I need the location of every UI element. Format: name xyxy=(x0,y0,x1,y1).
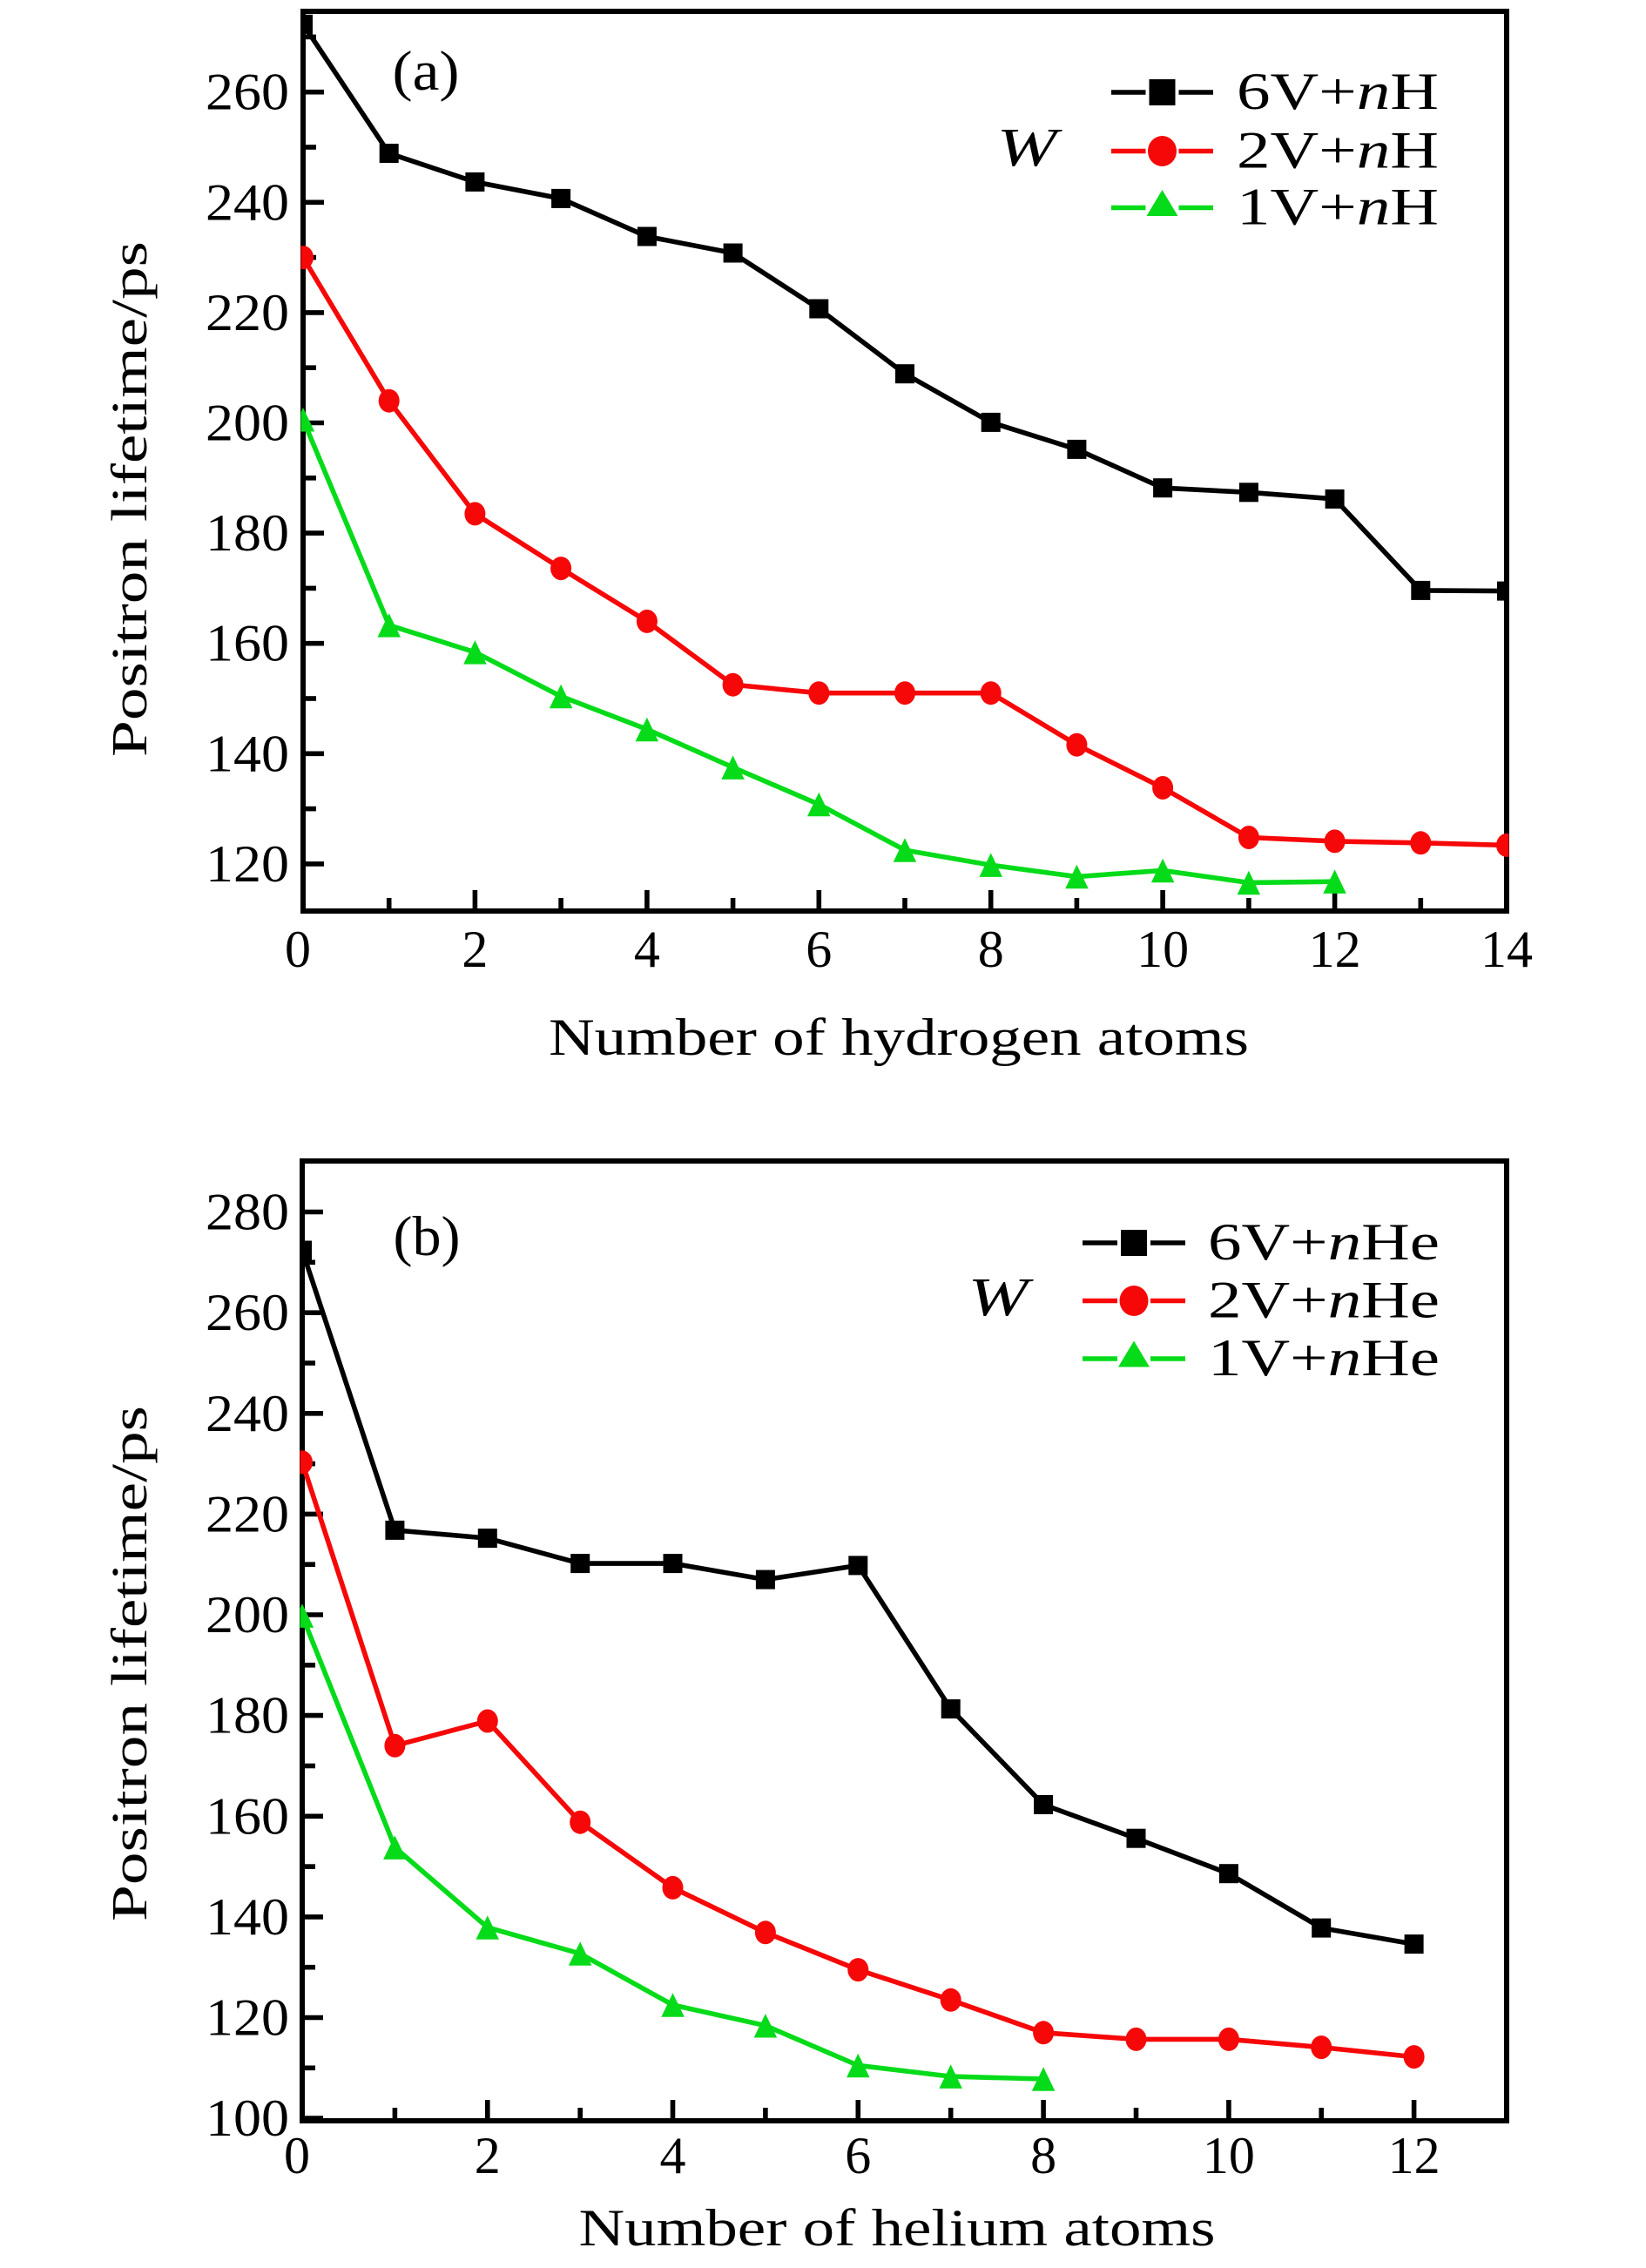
svg-text:6V+nH: 6V+ n H xyxy=(1237,63,1439,120)
svg-text:140: 140 xyxy=(206,725,289,782)
svg-text:8: 8 xyxy=(1030,2127,1056,2184)
svg-text:180: 180 xyxy=(206,1687,289,1745)
svg-text:8: 8 xyxy=(978,921,1004,978)
svg-text:240: 240 xyxy=(206,1385,289,1442)
svg-text:6: 6 xyxy=(806,921,832,978)
svg-text:(b): (b) xyxy=(394,1205,461,1268)
svg-text:200: 200 xyxy=(206,1586,289,1644)
svg-text:100: 100 xyxy=(206,2089,289,2147)
svg-text:2: 2 xyxy=(462,921,488,978)
svg-text:120: 120 xyxy=(206,835,289,893)
svg-text:0: 0 xyxy=(285,921,311,978)
svg-text:6: 6 xyxy=(845,2127,871,2184)
svg-text:Number of hydrogen atoms: Number of hydrogen atoms xyxy=(549,1009,1249,1066)
svg-text:0: 0 xyxy=(284,2127,310,2184)
svg-text:4: 4 xyxy=(634,921,660,978)
svg-text:1V+nH: 1V+ n H xyxy=(1237,179,1439,236)
svg-text:4: 4 xyxy=(660,2127,686,2184)
svg-text:14: 14 xyxy=(1481,921,1533,978)
svg-text:180: 180 xyxy=(206,504,289,562)
svg-text:140: 140 xyxy=(206,1888,289,1946)
svg-text:160: 160 xyxy=(206,615,289,672)
svg-text:240: 240 xyxy=(206,173,289,231)
svg-text:6V+nHe: 6V+ n He xyxy=(1208,1213,1440,1271)
svg-text:200: 200 xyxy=(206,395,289,452)
svg-text:10: 10 xyxy=(1203,2127,1255,2184)
svg-text:12: 12 xyxy=(1309,921,1361,978)
svg-text:220: 220 xyxy=(206,1485,289,1542)
svg-text:160: 160 xyxy=(206,1787,289,1845)
svg-text:W: W xyxy=(968,1268,1035,1327)
svg-text:12: 12 xyxy=(1388,2127,1440,2184)
svg-text:280: 280 xyxy=(206,1184,289,1241)
svg-text:2V+nHe: 2V+ n He xyxy=(1208,1272,1440,1329)
svg-text:Positron lifetime/ps: Positron lifetime/ps xyxy=(101,1406,158,1921)
svg-text:Number of helium atoms: Number of helium atoms xyxy=(579,2199,1216,2257)
svg-text:260: 260 xyxy=(206,1284,289,1341)
svg-text:(a): (a) xyxy=(393,40,460,103)
svg-text:220: 220 xyxy=(206,284,289,341)
svg-text:2V+nH: 2V+ n H xyxy=(1237,122,1439,179)
svg-text:Positron lifetime/ps: Positron lifetime/ps xyxy=(101,241,158,757)
svg-text:10: 10 xyxy=(1137,921,1189,978)
svg-text:260: 260 xyxy=(206,64,289,121)
svg-text:120: 120 xyxy=(206,1989,289,2047)
svg-text:1V+nHe: 1V+ n He xyxy=(1208,1329,1440,1387)
svg-text:2: 2 xyxy=(475,2127,501,2184)
svg-text:W: W xyxy=(997,118,1063,178)
